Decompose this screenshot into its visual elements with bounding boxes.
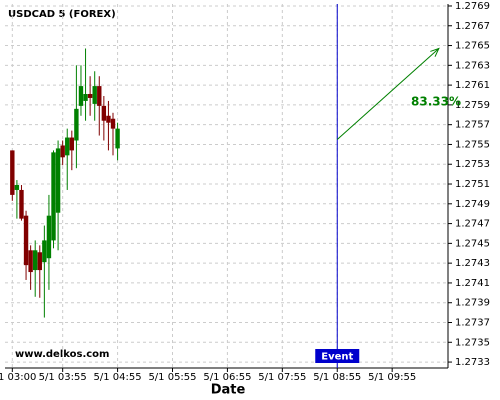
x-tick-label: 5/1 03:55: [39, 372, 87, 383]
y-tick-label: 1.2741: [455, 278, 490, 289]
event-label-box: [315, 349, 360, 363]
candle-body: [19, 189, 24, 219]
candle-body: [46, 215, 52, 259]
y-tick-label: 1.2761: [455, 80, 490, 91]
x-tick-label: 5/1 09:55: [368, 372, 416, 383]
candle-body: [23, 215, 29, 266]
chart-title: USDCAD 5 (FOREX): [8, 9, 116, 20]
arrow-head: [430, 47, 440, 57]
y-tick-label: 1.2759: [455, 100, 490, 111]
y-tick-label: 1.2765: [455, 41, 490, 52]
x-tick-label: 5/1 04:55: [94, 372, 142, 383]
y-tick-label: 1.2747: [455, 219, 490, 230]
candle-body: [92, 86, 97, 104]
x-tick-label: 5/1 07:55: [258, 372, 306, 383]
candle-body: [106, 115, 111, 123]
y-tick-label: 1.2749: [455, 199, 490, 210]
y-tick-label: 1.2735: [455, 337, 490, 348]
candle-body: [37, 252, 42, 271]
candle-body: [65, 137, 70, 156]
y-tick-label: 1.2745: [455, 238, 490, 249]
y-tick-label: 1.2743: [455, 258, 490, 269]
candle-body: [28, 250, 33, 273]
candle-body: [10, 150, 15, 195]
event-label: Event: [321, 352, 353, 363]
candle-body: [74, 108, 79, 141]
x-tick-label: 5/1 05:55: [148, 372, 196, 383]
candle-body: [87, 94, 93, 98]
candle-body: [42, 240, 47, 263]
x-axis-label: Date: [211, 383, 246, 398]
y-tick-label: 1.2753: [455, 159, 490, 170]
y-tick-label: 1.2757: [455, 120, 490, 131]
candle-body: [101, 105, 107, 121]
candle-body: [55, 148, 61, 213]
candle-body: [78, 86, 84, 106]
y-tick-label: 1.2751: [455, 179, 490, 190]
projection-label: 83.33%: [411, 95, 461, 109]
x-tick-label: 5/1 08:55: [313, 372, 361, 383]
candle-body: [14, 185, 20, 190]
candle-body: [83, 94, 88, 101]
projection-line: [336, 48, 440, 140]
x-tick-label: 5/1 03:00: [0, 372, 36, 383]
y-tick-label: 1.2739: [455, 298, 490, 309]
candle-body: [33, 250, 38, 271]
candle-body: [115, 128, 120, 149]
candle-body: [110, 118, 116, 129]
y-tick-label: 1.2737: [455, 318, 490, 329]
y-tick-label: 1.2769: [455, 1, 490, 12]
y-tick-label: 1.2733: [455, 357, 490, 368]
y-tick-label: 1.2755: [455, 139, 490, 150]
x-tick-label: 5/1 06:55: [203, 372, 251, 383]
candle-body: [69, 137, 75, 151]
candle-body: [51, 152, 56, 241]
y-tick-label: 1.2767: [455, 21, 490, 32]
candle-body: [97, 86, 102, 106]
candle-body: [60, 145, 65, 158]
y-tick-label: 1.2763: [455, 60, 490, 71]
